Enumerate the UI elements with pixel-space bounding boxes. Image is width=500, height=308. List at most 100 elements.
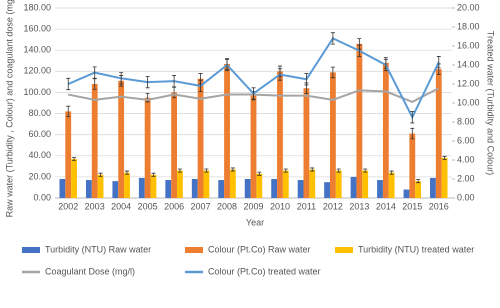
bar [85,180,92,198]
bar [138,177,145,198]
y-tick-label: 100.00 [23,87,51,97]
error-bar [310,167,315,172]
bar [324,182,330,198]
bar [150,174,157,198]
error-bar [283,168,288,173]
error-bar [177,168,182,173]
y-tick-label: 60.00 [28,129,51,139]
error-bar [92,78,97,90]
legend-swatch [22,247,40,253]
bar [71,158,77,198]
bar [409,133,416,198]
bar [203,170,210,198]
bar [377,180,383,198]
x-tick-label: 2011 [297,201,316,211]
error-bar [225,58,230,72]
legend-swatch [335,247,353,253]
bar [124,172,130,198]
y2-axis-title: Treated water (Turbidity and Colour) [486,31,496,175]
bar [191,179,198,198]
bar [350,176,357,198]
y-tick-label: 140.00 [23,45,51,55]
error-bar [357,44,362,57]
y2-tick-label: 16.00 [457,40,480,50]
x-tick-label: 2016 [429,201,449,211]
error-bar [251,87,256,100]
bar [177,170,183,198]
error-bar [66,77,71,91]
error-bar [410,111,415,124]
y-tick-label: 0.00 [33,192,51,202]
bar [271,179,278,198]
bar [112,181,119,198]
error-bar [436,56,441,69]
error-bar [92,66,97,79]
error-bar [124,170,129,175]
y2-tick-label: 14.00 [457,59,480,69]
error-bar [66,105,71,118]
error-bar [389,170,394,175]
y-tick-label: 40.00 [28,150,51,160]
error-bar [277,68,282,81]
bar [309,169,316,198]
bar [362,170,369,198]
y2-tick-label: 20.00 [457,2,480,12]
error-bar [383,58,388,72]
x-tick-label: 2010 [270,201,290,211]
y-tick-label: 80.00 [28,108,51,118]
error-bar [72,156,77,161]
error-bar [416,179,421,184]
x-tick-label: 2004 [111,201,131,211]
y2-tick-label: 8.00 [457,116,475,126]
bar [303,88,310,198]
bar [218,180,225,198]
error-bar [151,172,156,177]
error-bar [172,75,177,88]
x-tick-label: 2009 [243,201,263,211]
y-tick-label: 120.00 [23,66,51,76]
legend-swatch [185,247,203,253]
bar [403,189,410,198]
x-tick-label: 2014 [376,201,396,211]
y2-tick-label: 6.00 [457,135,475,145]
y-axis-title: Raw water (Turbidity , Colour) and coagu… [4,0,14,217]
bar [382,62,389,199]
bar [282,170,289,198]
bar [441,157,448,198]
error-bar [257,171,262,176]
error-bar [230,167,235,172]
error-bar [442,155,447,160]
x-tick-label: 2015 [402,201,422,211]
y2-tick-label: 2.00 [457,173,475,183]
legend-label: Colour (Pt.Co) Raw water [208,244,311,254]
x-tick-label: 2013 [349,201,369,211]
error-bar [198,79,203,92]
bar [244,179,251,198]
bar [224,63,230,198]
bar [388,172,395,198]
bar [256,173,263,198]
bar [197,78,204,198]
bar [171,92,178,198]
y-tick-label: 20.00 [28,171,51,181]
bar [91,84,98,198]
x-tick-label: 2007 [191,201,211,211]
error-bar [330,32,335,45]
y2-tick-label: 10.00 [457,97,480,107]
x-axis-title: Year [246,217,264,227]
x-tick-label: 2005 [138,201,158,211]
bar [415,181,422,198]
x-tick-label: 2008 [217,201,237,211]
error-bar [330,66,335,79]
error-bar [204,168,209,173]
bar [356,43,363,199]
legend-label: Coagulant Dose (mg/l) [45,266,135,276]
bar [335,170,342,198]
bar [165,180,172,198]
bar [229,169,236,198]
y2-tick-label: 18.00 [457,21,480,31]
bar [297,180,304,198]
y2-tick-label: 4.00 [457,154,475,164]
y-tick-label: 160.00 [23,23,51,33]
